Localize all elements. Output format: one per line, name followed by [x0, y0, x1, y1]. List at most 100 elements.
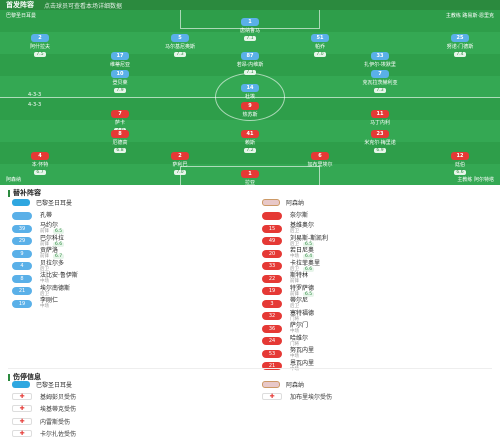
- injury-row[interactable]: ✚ 加布里埃尔受伤: [262, 390, 332, 403]
- home-player-8[interactable]: 10 登贝莱 7.9: [90, 70, 150, 93]
- player-name: 厄德高: [112, 140, 128, 146]
- away-player-6[interactable]: 4 本·怀特 6.7: [10, 152, 70, 175]
- player-name: 拉亚: [244, 180, 255, 185]
- jersey-number: 23: [371, 130, 389, 138]
- sub-player-name: 马约尔: [40, 222, 59, 230]
- sub-player-position: 后卫 6.5: [290, 241, 315, 247]
- player-name: 赖斯: [244, 140, 255, 146]
- sub-player-row[interactable]: 8 法比安·鲁伊斯 中场: [12, 273, 78, 286]
- jersey-number: 41: [241, 130, 259, 138]
- away-player-10[interactable]: 1拉亚7.1: [220, 170, 280, 185]
- home-player-1[interactable]: 2 阿什拉夫 7.5: [10, 34, 70, 57]
- injury-reason: 受伤: [58, 418, 71, 426]
- sub-player-row[interactable]: 21 埃尔南德斯 后卫: [12, 285, 78, 298]
- sub-player-name: 基维奥尔: [290, 222, 315, 230]
- sub-player-row[interactable]: 9 贡萨洛 前锋 6.7: [12, 248, 78, 261]
- injury-row[interactable]: ✚ 基姆彭贝受伤: [12, 390, 76, 403]
- player-rating: 7.1: [244, 36, 256, 41]
- player-name: 努诺·门德斯: [446, 44, 474, 50]
- sub-jersey-number: 19: [12, 299, 32, 308]
- sub-info: 刘易斯-斯凯利 后卫 6.5: [290, 235, 328, 247]
- sub-player-row[interactable]: 19 特罗萨德 前锋 6.5: [262, 285, 328, 298]
- sub-player-name: 埃尔南德斯: [40, 284, 71, 292]
- away-team-name: 阿森纳: [286, 382, 305, 389]
- away-player-5[interactable]: 23 米克尔·梅里诺 6.9: [350, 130, 410, 153]
- sub-jersey-number: 32: [262, 312, 282, 321]
- sub-player-row[interactable]: 21 恩瓦内里 中场: [262, 360, 328, 373]
- injury-row[interactable]: ✚ 卡尔扎佐受伤: [12, 428, 76, 440]
- player-name: 克瓦拉茨赫利亚: [362, 80, 398, 86]
- home-player-2[interactable]: 5 马尔基尼奥斯 7.3: [150, 34, 210, 57]
- sub-player-name: 努瓦内里: [290, 347, 315, 355]
- home-player-4[interactable]: 25 努诺·门德斯 7.4: [430, 34, 490, 57]
- sub-player-row[interactable]: 奈尔斯: [262, 210, 328, 223]
- away-player-0[interactable]: 9 热苏斯: [220, 102, 280, 118]
- sub-player-name: 法比安·鲁伊斯: [40, 272, 78, 280]
- away-team-logo: [262, 381, 280, 388]
- home-coach-label: 主教练 路易斯·恩里克: [445, 13, 494, 19]
- sub-jersey-number: 4: [12, 262, 32, 271]
- sub-player-row[interactable]: 24 哈维尔 门将: [262, 335, 328, 348]
- sub-player-row[interactable]: 22 斯特林 前锋: [262, 273, 328, 286]
- sub-player-row[interactable]: 32 塞特福德 门将: [262, 310, 328, 323]
- sub-player-row[interactable]: 3 蒂尔尼 后卫: [262, 298, 328, 311]
- sub-player-name: 若日尼奥: [290, 247, 315, 255]
- sub-info: 恩瓦内里 中场: [290, 360, 314, 372]
- home-subs-list: 孔蒂 39 马约尔 前锋 6.5 29 巴尔科拉 前锋 6.6 9 贡萨洛 前锋 6.7 4 贝拉尔多 后卫 8…: [12, 210, 78, 310]
- sub-info: 卡拉菲奥里 后卫 6.6: [290, 260, 320, 272]
- home-player-3[interactable]: 51 帕乔 7.0: [290, 34, 350, 57]
- away-player-2[interactable]: 11 马丁内利: [350, 110, 410, 126]
- away-player-7[interactable]: 2 萨利巴 7.0: [150, 152, 210, 175]
- home-player-0[interactable]: 1 唐纳鲁马 7.1: [220, 18, 280, 41]
- sub-player-row[interactable]: 孔蒂: [12, 210, 78, 223]
- sub-info: 贝拉尔多 后卫: [40, 259, 65, 272]
- jersey-number: 4: [31, 152, 49, 160]
- sub-player-position: 中场: [290, 366, 299, 372]
- injury-row[interactable]: ✚ 内雷斯受伤: [12, 415, 76, 428]
- home-player-10[interactable]: 7 克瓦拉茨赫利亚 7.3: [350, 70, 410, 93]
- sub-player-row[interactable]: 19 李刚仁 中场: [12, 298, 78, 311]
- injuries-away-team: 阿森纳: [262, 380, 304, 389]
- sub-player-row[interactable]: 36 萨尔门 中场: [262, 323, 328, 336]
- sub-jersey-number: [262, 212, 282, 221]
- away-player-9[interactable]: 12 廷伯 6.6: [430, 152, 490, 175]
- player-name: 帕乔: [314, 44, 325, 50]
- sub-player-name: 巴尔科拉: [40, 234, 65, 242]
- jersey-number: 14: [241, 84, 259, 92]
- sub-player-row[interactable]: 53 努瓦内里 中场: [262, 348, 328, 361]
- sub-player-row[interactable]: 29 巴尔科拉 前锋 6.6: [12, 235, 78, 248]
- injury-info: 加布里埃尔受伤: [290, 392, 332, 401]
- jersey-number: 87: [241, 52, 259, 60]
- jersey-number: 12: [451, 152, 469, 160]
- sub-info: 李刚仁 中场: [40, 297, 59, 310]
- away-player-4[interactable]: 41 赖斯 7.2: [220, 130, 280, 153]
- sub-player-row[interactable]: 4 贝拉尔多 后卫: [12, 260, 78, 273]
- player-name: 扎伊尔-埃默里: [364, 62, 396, 68]
- sub-jersey-number: 21: [262, 362, 282, 371]
- sub-info: 奈尔斯: [290, 213, 308, 219]
- player-rating: 7.9: [114, 88, 126, 93]
- away-player-3[interactable]: 8 厄德高 6.8: [90, 130, 150, 153]
- injury-reason: 受伤: [64, 393, 77, 401]
- away-team-logo: [262, 199, 280, 206]
- sub-player-row[interactable]: 39 马约尔 前锋 6.5: [12, 223, 78, 236]
- sub-player-row[interactable]: 49 刘易斯-斯凯利 后卫 6.5: [262, 235, 328, 248]
- sub-player-row[interactable]: 33 卡拉菲奥里 后卫 6.6: [262, 260, 328, 273]
- away-player-8[interactable]: 6 加布里埃尔: [290, 152, 350, 168]
- sub-player-name: 贝拉尔多: [40, 259, 65, 267]
- sub-player-name: 李刚仁: [40, 297, 59, 305]
- sub-info: 埃尔南德斯 后卫: [40, 284, 71, 297]
- sub-player-position: 中场: [40, 304, 49, 310]
- home-player-6[interactable]: 87 若昂·内维斯 7.1: [220, 52, 280, 75]
- sub-player-position: 中场: [290, 329, 299, 335]
- injury-row[interactable]: ✚ 埃基蒂克受伤: [12, 403, 76, 416]
- player-rating: 6.8: [114, 148, 126, 153]
- sub-info: 巴尔科拉 前锋 6.6: [40, 234, 65, 247]
- sub-player-row[interactable]: 15 基维奥尔 后卫: [262, 223, 328, 236]
- sub-player-row[interactable]: 20 若日尼奥 中场 6.4: [262, 248, 328, 261]
- page-subtitle: 点击球员可查看本场详细数据: [44, 2, 123, 10]
- sub-player-position: 后卫: [290, 229, 299, 235]
- sub-jersey-number: 22: [262, 274, 282, 283]
- jersey-number: 10: [111, 70, 129, 78]
- sub-player-rating: 6.7: [53, 254, 65, 260]
